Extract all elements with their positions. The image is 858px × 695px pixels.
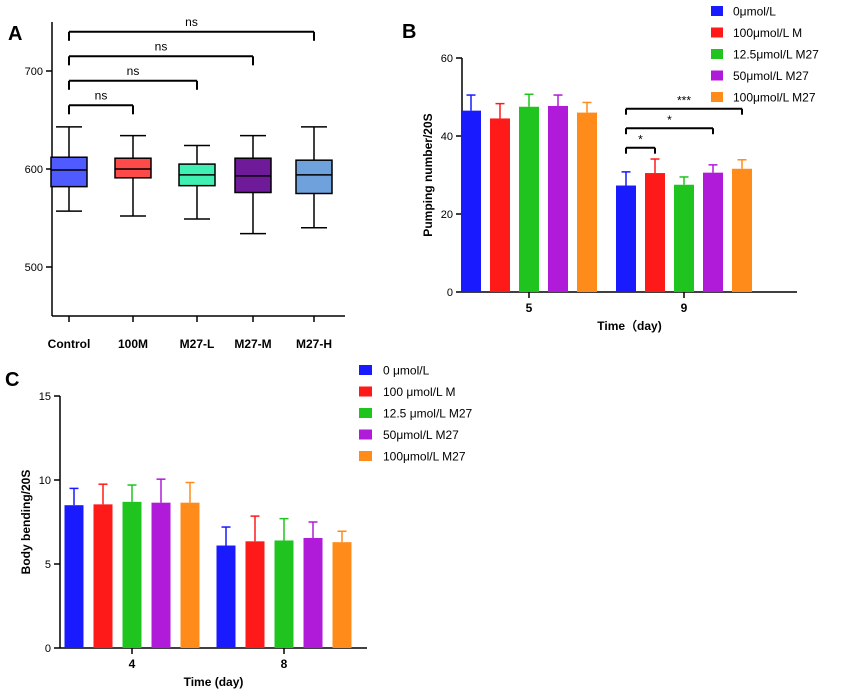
b-legend-swatch	[711, 92, 723, 102]
b-y-tick-label: 40	[441, 131, 453, 143]
b-bar	[732, 168, 752, 292]
c-y-tick-label: 15	[39, 391, 51, 403]
b-legend-label: 100μmol/L M	[733, 26, 802, 40]
b-legend-label: 50μmol/L M27	[733, 69, 809, 83]
c-y-tick-label: 10	[39, 475, 51, 487]
b-significance-label: ***	[677, 94, 691, 108]
a-box	[114, 157, 152, 179]
b-legend-label: 12.5μmol/L M27	[733, 48, 819, 62]
c-category-label: 8	[281, 657, 288, 671]
c-y-axis-title: Body bending/20S	[19, 470, 33, 575]
a-significance-label: ns	[127, 64, 140, 78]
b-bar	[490, 118, 510, 292]
a-box	[295, 159, 333, 195]
c-x-axis-title: Time (day)	[184, 675, 244, 689]
c-bar	[64, 505, 84, 648]
c-bar	[93, 504, 113, 648]
c-bar	[332, 542, 352, 648]
c-legend-label: 0 μmol/L	[383, 364, 430, 378]
c-bar	[122, 501, 142, 648]
panel-label-b: B	[402, 21, 416, 43]
c-bar	[303, 537, 323, 648]
c-legend-label: 50μmol/L M27	[383, 428, 459, 442]
a-category-label: 100M	[118, 337, 148, 351]
c-legend-swatch	[359, 408, 372, 418]
c-bar	[245, 541, 265, 648]
b-y-tick-label: 60	[441, 53, 453, 65]
c-category-label: 4	[129, 657, 136, 671]
b-legend-swatch	[711, 49, 723, 59]
b-y-tick-label: 20	[441, 209, 453, 221]
b-legend-label: 100μmol/L M27	[733, 91, 816, 105]
panel-label-c: C	[5, 369, 19, 391]
b-significance-label: *	[638, 133, 643, 147]
a-y-tick-label: 600	[25, 164, 43, 176]
b-significance-label: *	[667, 113, 672, 127]
b-bar	[674, 184, 694, 292]
b-legend-swatch	[711, 70, 723, 81]
b-legend-swatch	[711, 27, 723, 38]
c-legend-label: 12.5 μmol/L M27	[383, 407, 473, 421]
c-legend-swatch	[359, 429, 372, 440]
c-y-tick-label: 5	[45, 559, 51, 571]
a-y-tick-label: 500	[25, 262, 43, 274]
a-box	[50, 156, 88, 188]
b-legend-label: 0μmol/L	[733, 5, 776, 19]
c-bar	[216, 545, 236, 648]
a-category-label: M27-M	[234, 337, 271, 351]
b-category-label: 9	[681, 301, 688, 315]
a-category-label: M27-H	[296, 337, 332, 351]
c-legend-swatch	[359, 451, 372, 461]
b-bar	[616, 185, 636, 292]
b-bar	[703, 172, 723, 292]
panel-label-a: A	[8, 23, 22, 45]
b-y-tick-label: 0	[447, 287, 453, 299]
a-significance-label: ns	[155, 39, 168, 53]
b-x-axis-title: Time（day)	[597, 318, 661, 333]
c-bar	[180, 502, 200, 648]
c-bar	[151, 502, 171, 648]
c-bar	[274, 540, 294, 648]
c-y-tick-label: 0	[45, 643, 51, 655]
a-y-tick-label: 700	[25, 66, 43, 78]
c-legend-label: 100μmol/L M27	[383, 450, 466, 464]
c-legend-swatch	[359, 365, 372, 375]
a-significance-label: ns	[185, 15, 198, 29]
b-legend-swatch	[711, 6, 723, 16]
b-category-label: 5	[526, 301, 533, 315]
a-category-label: Control	[48, 337, 91, 351]
b-bar	[645, 173, 665, 292]
c-legend-swatch	[359, 386, 372, 397]
c-legend-label: 100 μmol/L M	[383, 385, 456, 399]
b-bar	[461, 110, 481, 293]
b-bar	[519, 106, 539, 292]
a-category-label: M27-L	[180, 337, 215, 351]
b-y-axis-title: Pumping number/20S	[421, 113, 435, 236]
a-significance-label: ns	[95, 88, 108, 102]
b-bar	[577, 112, 597, 292]
b-bar	[548, 105, 568, 292]
